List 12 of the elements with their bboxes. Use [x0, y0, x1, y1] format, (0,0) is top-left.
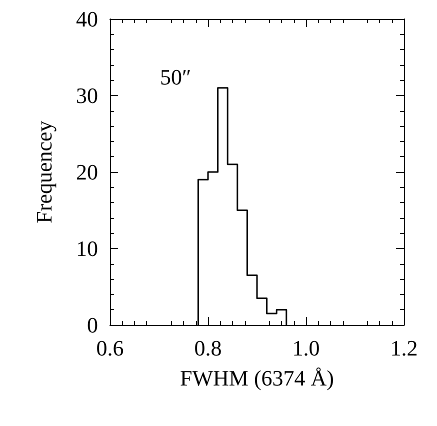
y-tick-label: 20 — [76, 160, 98, 184]
x-tick-label: 1.0 — [292, 336, 320, 360]
annotation: 50″ — [160, 64, 192, 90]
y-tick-label: 0 — [87, 312, 98, 338]
x-tick-label: 0.6 — [96, 336, 124, 360]
x-tick-label: 1.2 — [390, 336, 418, 360]
y-axis-title: Frequencey — [32, 120, 56, 224]
x-axis-title: FWHM (6374 Å) — [180, 366, 334, 390]
y-tick-label: 10 — [76, 236, 98, 261]
y-tick-label: 30 — [76, 83, 98, 108]
x-tick-label: 0.8 — [194, 336, 222, 360]
y-tick-label: 40 — [76, 6, 98, 32]
